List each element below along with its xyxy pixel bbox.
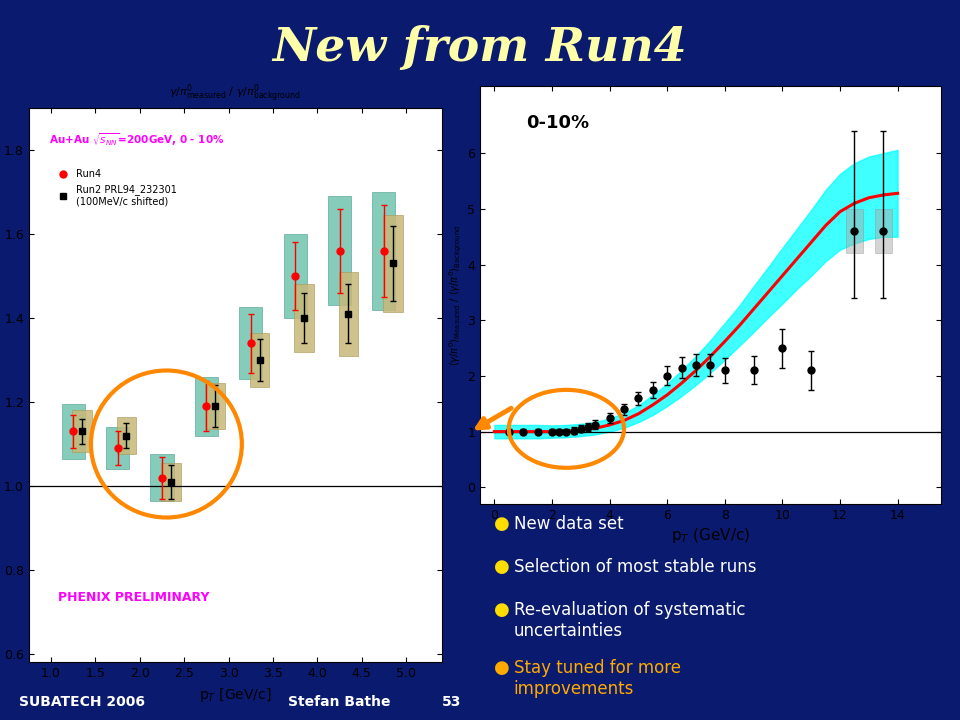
Text: Selection of most stable runs: Selection of most stable runs xyxy=(514,558,756,576)
Text: Re-evaluation of systematic
uncertainties: Re-evaluation of systematic uncertaintie… xyxy=(514,601,745,640)
X-axis label: p$_T$ (GeV/c): p$_T$ (GeV/c) xyxy=(671,526,750,545)
Text: New data set: New data set xyxy=(514,515,623,533)
Text: SUBATECH 2006: SUBATECH 2006 xyxy=(19,696,145,709)
Bar xyxy=(117,417,136,454)
Bar xyxy=(283,234,306,318)
Bar xyxy=(250,333,270,387)
Text: Au+Au $\sqrt{s_{NN}}$=200GeV, 0 - 10%: Au+Au $\sqrt{s_{NN}}$=200GeV, 0 - 10% xyxy=(50,131,225,148)
Bar xyxy=(875,209,892,253)
Legend: Run4, Run2 PRL94_232301
(100MeV/c shifted): Run4, Run2 PRL94_232301 (100MeV/c shifte… xyxy=(55,166,180,211)
Text: Stefan Bathe: Stefan Bathe xyxy=(288,696,391,709)
Bar xyxy=(61,404,84,459)
Bar xyxy=(372,192,396,310)
Bar xyxy=(846,209,863,253)
Bar xyxy=(383,215,402,312)
Bar xyxy=(161,463,180,500)
Text: ●: ● xyxy=(494,659,510,677)
Text: 53: 53 xyxy=(442,696,461,709)
Text: $\gamma/\pi^0_\mathrm{measured}$ / $\gamma/\pi^0_\mathrm{background}$: $\gamma/\pi^0_\mathrm{measured}$ / $\gam… xyxy=(169,83,301,105)
Text: ●: ● xyxy=(494,515,510,533)
Text: 0-10%: 0-10% xyxy=(526,114,589,132)
Text: ●: ● xyxy=(494,601,510,619)
Bar xyxy=(195,377,218,436)
Bar xyxy=(328,196,351,305)
Bar xyxy=(239,307,262,379)
Text: PHENIX PRELIMINARY: PHENIX PRELIMINARY xyxy=(58,591,209,604)
Text: Stay tuned for more
improvements: Stay tuned for more improvements xyxy=(514,659,681,698)
Bar xyxy=(106,427,129,469)
Bar xyxy=(339,271,358,356)
X-axis label: p$_T$ [GeV/c]: p$_T$ [GeV/c] xyxy=(199,686,272,704)
Text: New from Run4: New from Run4 xyxy=(273,25,687,71)
Bar xyxy=(294,284,314,351)
Bar xyxy=(72,410,92,452)
Bar xyxy=(205,383,225,429)
Bar xyxy=(151,454,174,500)
Text: ●: ● xyxy=(494,558,510,576)
Y-axis label: $(\gamma/\pi^0)_\mathrm{Measured}$ / $(\gamma/\pi^0)_\mathrm{Background}$: $(\gamma/\pi^0)_\mathrm{Measured}$ / $(\… xyxy=(448,225,465,366)
